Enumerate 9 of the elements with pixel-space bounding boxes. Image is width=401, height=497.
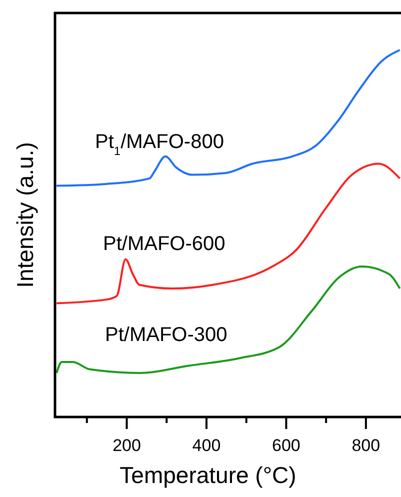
series-label: Pt/MAFO-600 xyxy=(103,233,226,256)
x-axis-title: Temperature (°C) xyxy=(120,462,296,488)
x-tick-label: 800 xyxy=(352,436,380,455)
series-label: Pt/MAFO-300 xyxy=(105,324,228,346)
x-tick-label: 400 xyxy=(192,436,221,455)
y-axis-title: Intensity (a.u.) xyxy=(12,142,38,288)
x-tick-label: 200 xyxy=(112,436,141,455)
series-label: Pt$_{1}$/MAFO-800 xyxy=(95,130,224,158)
x-tick-label: 600 xyxy=(272,436,300,455)
